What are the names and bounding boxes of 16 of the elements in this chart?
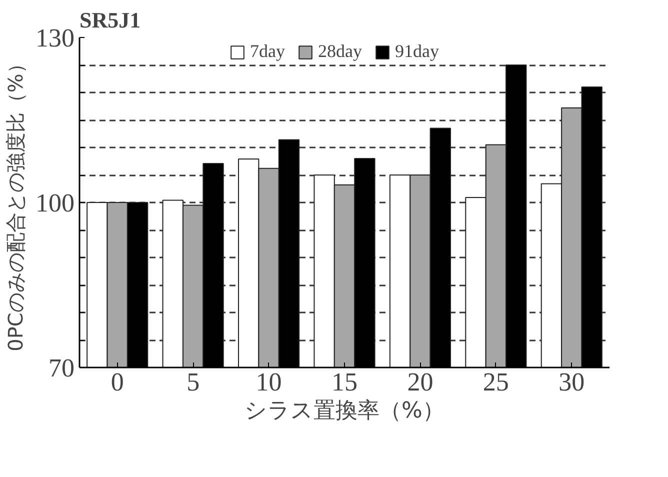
x-tick-label: 25 xyxy=(482,368,509,396)
y-tick-label: 100 xyxy=(36,188,74,218)
x-tick-label: 30 xyxy=(558,368,585,396)
x-tick-label: 0 xyxy=(110,368,124,396)
y-axis-title: 0PCのみの配合との強度比（%） xyxy=(4,54,28,352)
x-tick-label: 20 xyxy=(407,368,434,396)
y-tick-label: 70 xyxy=(48,354,74,382)
legend-label: 28day xyxy=(318,41,362,62)
x-tick-label: 5 xyxy=(186,368,200,396)
y-tick-label: 130 xyxy=(36,24,74,52)
x-axis-title: シラス置換率（%） xyxy=(244,398,444,424)
x-tick-label: 15 xyxy=(332,368,358,396)
chart-title: SR5J1 xyxy=(80,8,141,32)
x-tick-label: 10 xyxy=(256,368,282,396)
legend-label: 7day xyxy=(250,41,285,62)
legend-label: 91day xyxy=(395,41,439,62)
